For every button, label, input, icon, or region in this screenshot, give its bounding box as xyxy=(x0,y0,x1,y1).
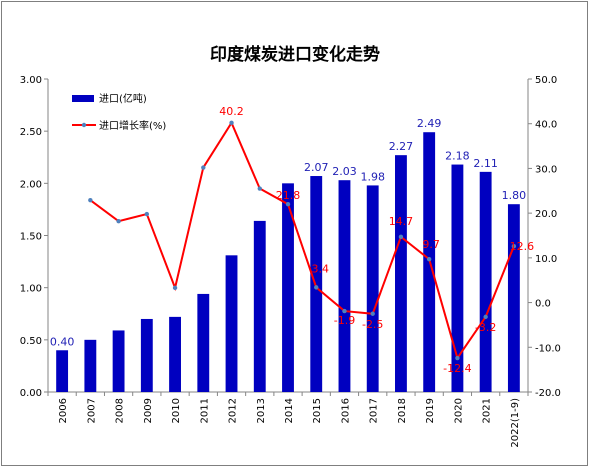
right-tick-label: 50.0 xyxy=(535,75,557,86)
bar xyxy=(451,164,464,392)
x-tick-label: 2009 xyxy=(143,398,154,423)
growth-value-label: 40.2 xyxy=(219,105,244,118)
x-tick-label: 2007 xyxy=(86,398,97,423)
bar xyxy=(253,220,266,392)
growth-point xyxy=(144,211,150,217)
growth-point xyxy=(455,355,460,361)
left-tick-label: 1.50 xyxy=(20,232,42,243)
legend-bar-swatch xyxy=(72,95,94,102)
bar xyxy=(169,316,181,392)
bar xyxy=(338,180,351,392)
bar-value-label: 2.49 xyxy=(417,117,442,130)
left-tick-label: 2.50 xyxy=(20,127,42,138)
growth-point xyxy=(426,256,432,262)
growth-line xyxy=(89,120,515,361)
legend-line-marker xyxy=(81,122,87,128)
right-tick-label: 10.0 xyxy=(535,254,557,265)
bar xyxy=(140,318,153,392)
legend-line-label: 进口增长率(%) xyxy=(99,119,166,132)
growth-point xyxy=(88,197,93,203)
left-tick-label: 3.00 xyxy=(20,75,42,86)
growth-point xyxy=(229,120,234,126)
bar xyxy=(366,185,379,392)
growth-value-label: 21.8 xyxy=(276,189,301,202)
legend-bar-label: 进口(亿吨) xyxy=(99,92,147,105)
bar xyxy=(225,255,238,392)
growth-value-label: 3.4 xyxy=(311,262,329,275)
growth-value-label: -12.4 xyxy=(443,362,471,375)
bar xyxy=(112,330,125,392)
growth-point xyxy=(398,234,404,240)
growth-point xyxy=(172,285,178,291)
growth-value-label: -1.9 xyxy=(334,314,355,327)
bar-value-label: 1.80 xyxy=(502,189,527,202)
bar xyxy=(395,155,407,392)
x-tick-label: 2018 xyxy=(397,398,408,423)
left-tick-label: 0.50 xyxy=(20,336,42,347)
growth-point xyxy=(201,165,206,170)
bar-value-label: 2.18 xyxy=(445,150,470,163)
x-tick-label: 2020 xyxy=(453,398,464,423)
bar xyxy=(479,171,492,392)
x-tick-label: 2012 xyxy=(228,398,239,423)
bar-value-label: 0.40 xyxy=(50,335,75,348)
left-tick-label: 2.00 xyxy=(20,179,42,190)
growth-value-label: 9.7 xyxy=(422,238,440,251)
growth-point xyxy=(342,308,347,314)
chart-title: 印度煤炭进口变化走势 xyxy=(210,44,380,65)
growth-value-label: -3.2 xyxy=(475,321,496,334)
bar xyxy=(197,293,210,392)
plot-area: 0.00 0.50 1.00 1.50 2.00 2.50 3.00 -20.0 -10.0 0.… xyxy=(20,75,561,448)
left-tick-label: 1.00 xyxy=(20,284,42,295)
growth-point xyxy=(116,218,121,224)
x-tick-label: 2008 xyxy=(115,398,126,423)
left-tick-label: 0.00 xyxy=(20,388,42,399)
growth-point xyxy=(370,311,375,316)
right-tick-label: -20.0 xyxy=(535,388,561,399)
x-tick-label: 2013 xyxy=(256,398,267,423)
bar-value-label: 1.98 xyxy=(360,170,385,183)
bar xyxy=(310,176,323,392)
bar-value-label: 2.07 xyxy=(304,161,329,174)
right-tick-label: 20.0 xyxy=(535,209,557,220)
right-tick-label: -10.0 xyxy=(535,343,561,354)
bar-value-label: 2.11 xyxy=(473,157,498,170)
bar-value-label: 2.27 xyxy=(389,140,414,153)
x-tick-label: 2019 xyxy=(425,398,436,423)
x-tick-label: 2015 xyxy=(312,398,323,423)
right-tick-label: 40.0 xyxy=(535,120,557,131)
x-tick-label: 2011 xyxy=(199,398,210,423)
growth-value-label: -2.5 xyxy=(362,318,383,331)
growth-point xyxy=(285,202,291,207)
growth-point xyxy=(314,285,319,290)
legend: 进口(亿吨) 进口增长率(%) xyxy=(72,92,166,132)
x-tick-label: 2014 xyxy=(284,398,295,423)
growth-value-label: 12.6 xyxy=(510,240,535,253)
x-tick-label: 2016 xyxy=(340,398,351,423)
bar xyxy=(56,350,69,392)
x-tick-label: 2010 xyxy=(171,398,182,423)
x-tick-label: 2017 xyxy=(369,398,380,423)
growth-value-label: 14.7 xyxy=(389,215,414,228)
growth-point xyxy=(511,244,517,249)
bar-value-label: 2.03 xyxy=(332,165,357,178)
x-tick-label: 2021 xyxy=(482,398,493,423)
bar xyxy=(84,339,97,392)
x-tick-label: 2006 xyxy=(58,398,69,423)
growth-point xyxy=(483,314,488,320)
bar xyxy=(282,183,294,392)
right-tick-label: 0.0 xyxy=(535,299,551,310)
bar xyxy=(507,204,520,392)
x-tick-label: 2022(1-9) xyxy=(510,398,521,448)
growth-point xyxy=(257,186,262,191)
right-tick-label: 30.0 xyxy=(535,164,557,175)
